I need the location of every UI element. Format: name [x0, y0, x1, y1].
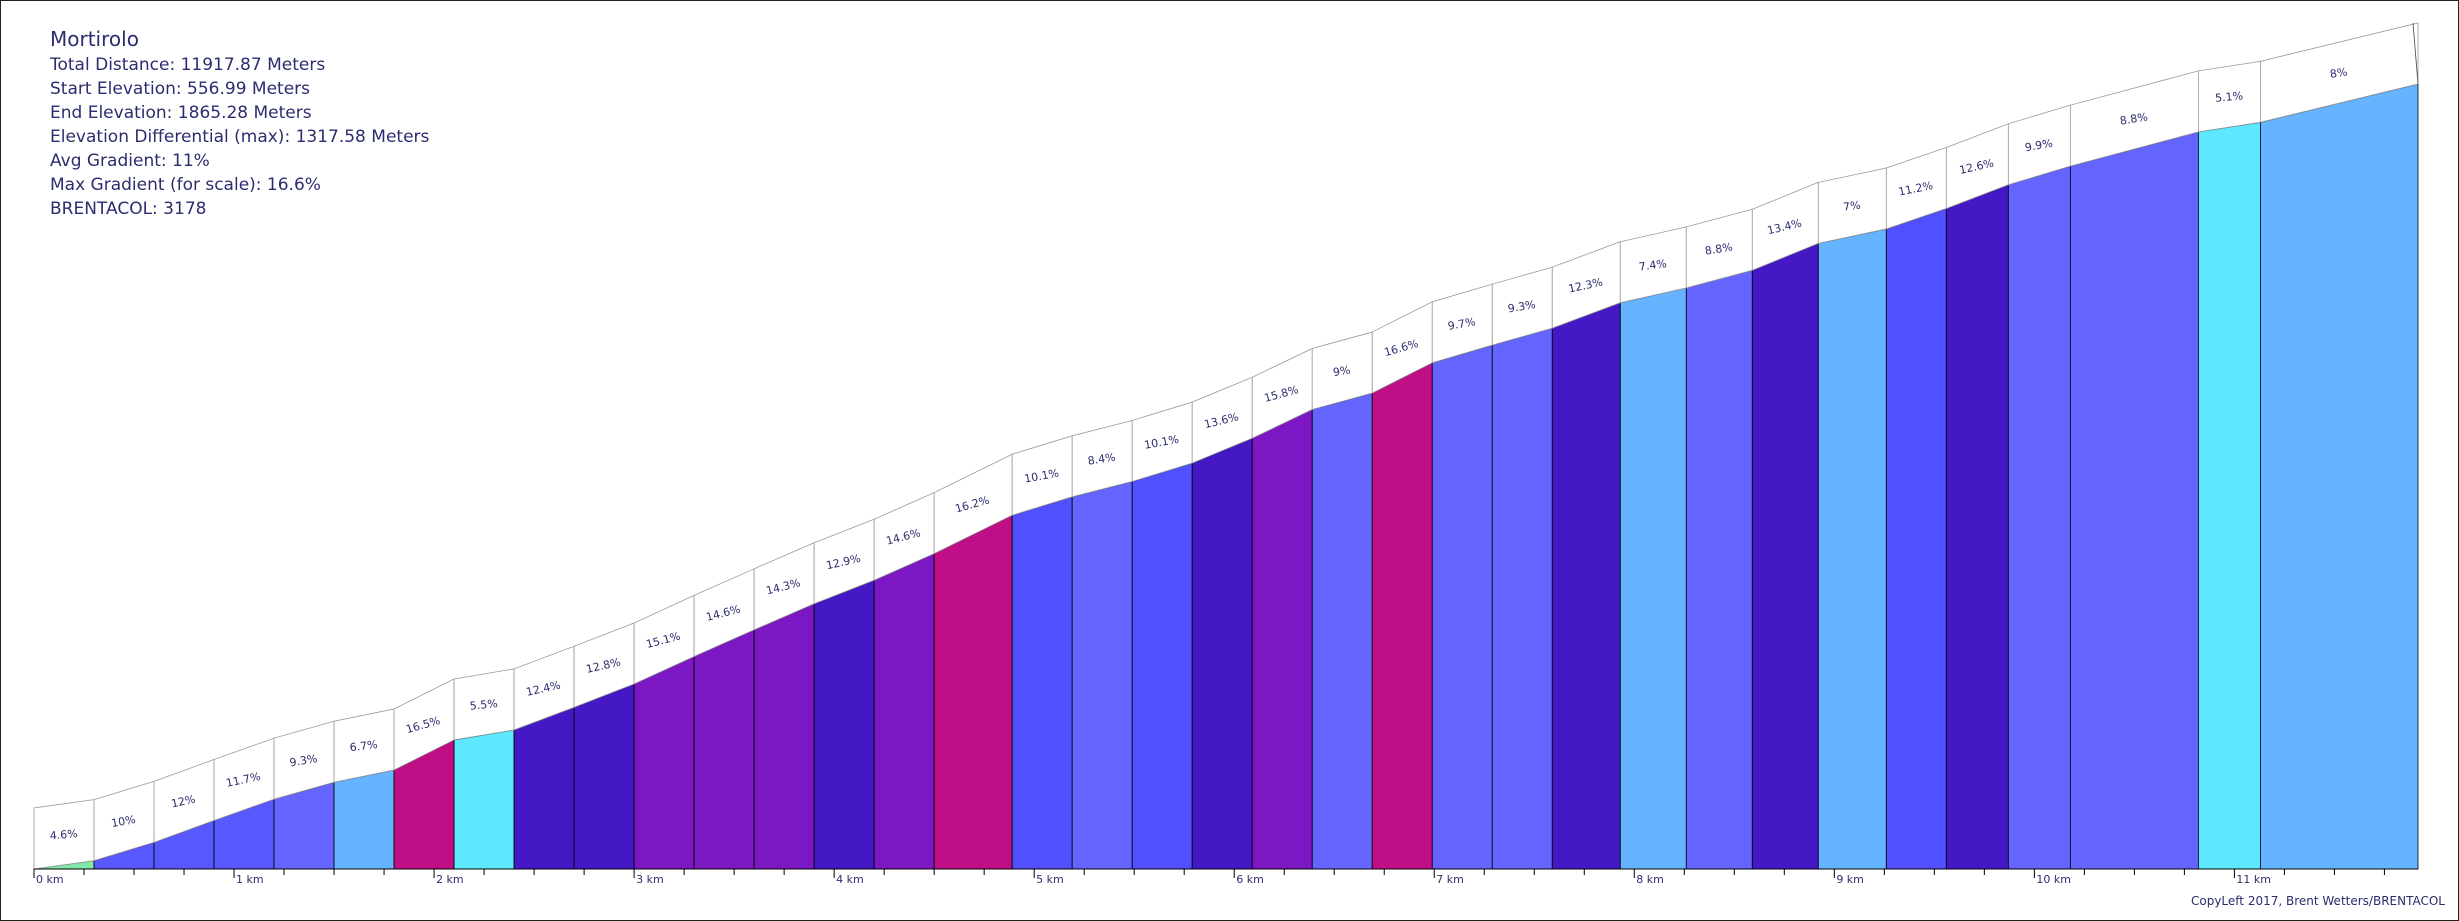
gradient-label: 5.1%: [2215, 89, 2244, 105]
km-tick-label: 8 km: [1636, 873, 1664, 886]
gradient-label: 7%: [1842, 199, 1861, 214]
gradient-segment: [1885, 207, 1947, 870]
route-info: Mortirolo Total Distance: 11917.87 Meter…: [50, 26, 429, 221]
gradient-label: 8.8%: [2119, 110, 2149, 127]
gradient-label: 10%: [110, 813, 136, 830]
gradient-segment: [753, 603, 815, 870]
km-tick-label: 9 km: [1836, 873, 1864, 886]
gradient-segment: [1191, 437, 1253, 870]
gradient-segment: [1945, 184, 2009, 870]
gradient-segment: [1011, 496, 1073, 870]
gradient-label: 9.3%: [289, 752, 319, 769]
gradient-segment: [693, 629, 755, 870]
km-tick-label: 7 km: [1436, 873, 1464, 886]
gradient-segment: [2069, 131, 2199, 870]
gradient-segment: [1551, 302, 1621, 870]
copyleft-notice: CopyLeft 2017, Brent Wetters/BRENTACOL: [2190, 894, 2445, 908]
gradient-segment: [1071, 480, 1133, 870]
gradient-label: 8%: [2329, 66, 2348, 81]
gradient-label: 9.3%: [1507, 298, 1537, 315]
gradient-label: 10.1%: [1143, 433, 1180, 452]
km-tick-label: 11 km: [2236, 873, 2271, 886]
gradient-label: 4.6%: [49, 827, 78, 842]
start-elevation: Start Elevation: 556.99 Meters: [50, 79, 311, 99]
gradient-segment: [573, 683, 635, 870]
max-gradient: Max Gradient (for scale): 16.6%: [50, 175, 321, 195]
end-elevation: End Elevation: 1865.28 Meters: [50, 103, 312, 123]
gradient-segment: [2197, 121, 2261, 870]
gradient-segment: [1251, 408, 1313, 870]
brentacol-score: BRENTACOL: 3178: [50, 199, 207, 219]
gradient-segment: [1311, 392, 1373, 870]
gradient-segments: [33, 83, 2419, 870]
route-title: Mortirolo: [50, 27, 139, 51]
gradient-segment: [1131, 462, 1193, 870]
km-tick-label: 10 km: [2036, 873, 2071, 886]
km-tick-label: 5 km: [1036, 873, 1064, 886]
gradient-label: 8.8%: [1704, 241, 1734, 258]
km-tick-label: 4 km: [836, 873, 864, 886]
gradient-segment: [1685, 269, 1753, 870]
km-tick-label: 6 km: [1236, 873, 1264, 886]
gradient-segment: [873, 552, 935, 870]
gradient-label: 12%: [170, 793, 197, 811]
gradient-segment: [1491, 327, 1553, 870]
gradient-label: 9.9%: [2024, 137, 2054, 155]
gradient-segment: [813, 579, 875, 870]
gradient-label: 9.7%: [1447, 315, 1477, 333]
km-tick-label: 3 km: [636, 873, 664, 886]
km-tick-label: 1 km: [236, 873, 264, 886]
gradient-segment: [2259, 83, 2419, 870]
gradient-label-box: [2259, 22, 2419, 123]
gradient-segment: [1431, 344, 1493, 870]
gradient-segment: [1751, 242, 1819, 870]
gradient-label: 10.1%: [1023, 467, 1060, 486]
gradient-segment: [1371, 362, 1433, 870]
gradient-label: 5.5%: [469, 697, 498, 713]
gradient-label: 9%: [1332, 364, 1351, 380]
gradient-label: 7.4%: [1638, 257, 1667, 274]
km-tick-label: 0 km: [36, 873, 64, 886]
gradient-segment: [2007, 165, 2071, 870]
gradient-segment: [1817, 228, 1887, 870]
gradient-segment: [633, 655, 695, 870]
gradient-segment: [333, 769, 395, 870]
gradient-segment: [513, 706, 575, 870]
avg-gradient: Avg Gradient: 11%: [50, 151, 210, 171]
total-distance: Total Distance: 11917.87 Meters: [50, 55, 326, 75]
gradient-label: 8.4%: [1087, 451, 1117, 468]
gradient-segment: [933, 514, 1013, 870]
gradient-label-boxes: 4.6%10%12%11.7%9.3%6.7%16.5%5.5%12.4%12.…: [33, 22, 2419, 870]
gradient-label: 6.7%: [349, 738, 378, 754]
profile-end-marker: [2412, 22, 2419, 85]
km-tick-label: 2 km: [436, 873, 464, 886]
gradient-segment: [1619, 287, 1687, 870]
distance-axis: 0 km 1 km 2 km 3 km 4 km 5 km 6 km 7 km 8 km 9 km…: [33, 868, 2418, 886]
elevation-differential: Elevation Differential (max): 1317.58 Me…: [50, 127, 430, 147]
gradient-segment: [453, 729, 515, 870]
